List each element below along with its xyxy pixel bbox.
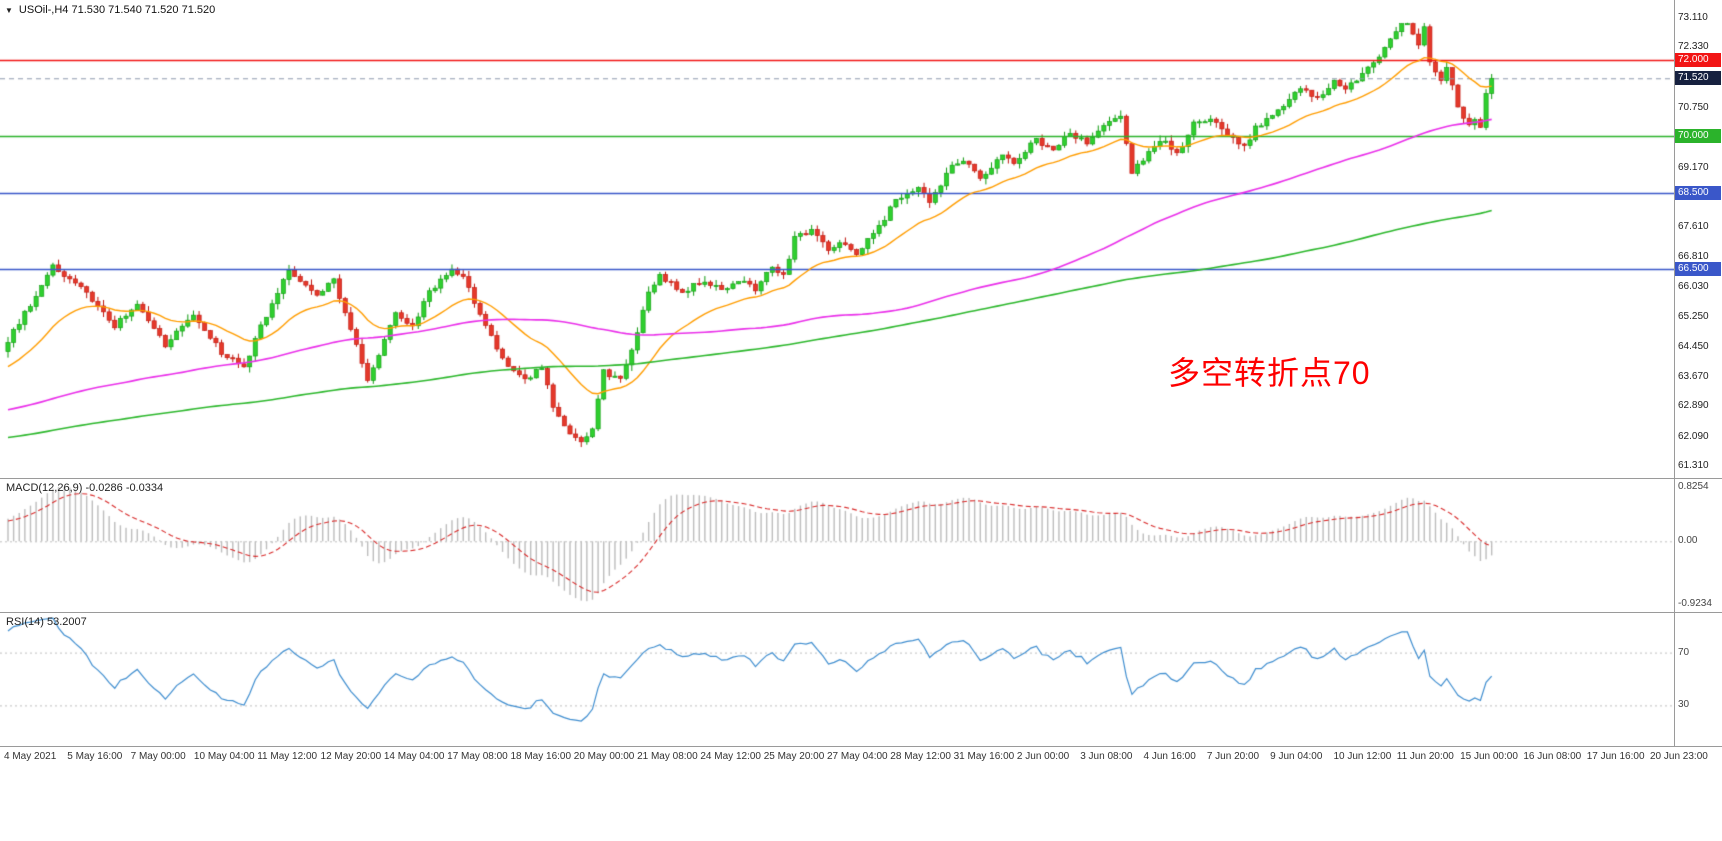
macd-indicator-label: MACD(12,26,9) -0.0286 -0.0334	[6, 482, 164, 494]
price-axis-separator	[1674, 0, 1675, 746]
price-tick-label: 63.670	[1678, 370, 1709, 382]
time-tick-label: 9 Jun 04:00	[1270, 751, 1323, 762]
time-tick-label: 15 Jun 00:00	[1460, 751, 1518, 762]
time-tick-label: 17 Jun 16:00	[1586, 751, 1645, 762]
time-tick-label: 16 Jun 08:00	[1523, 751, 1582, 762]
time-tick-label: 4 May 2021	[4, 751, 57, 762]
macd-axis-label: -0.9234	[1678, 598, 1712, 609]
price-tick-label: 62.090	[1678, 430, 1709, 442]
time-tick-label: 25 May 20:00	[763, 751, 825, 762]
time-tick-label: 18 May 16:00	[510, 751, 572, 762]
time-tick-label: 17 May 08:00	[447, 751, 508, 762]
price-level-badge: 68.500	[1674, 186, 1721, 201]
chart-annotation-text: 多空转折点70	[1168, 355, 1371, 391]
time-tick-label: 20 Jun 23:00	[1650, 751, 1708, 762]
time-tick-label: 2 Jun 00:00	[1016, 751, 1070, 762]
time-axis[interactable]: 4 May 2021 5 May 16:00 7 May 00:00 10 May 0…	[0, 746, 1722, 774]
time-tick-label: 10 Jun 12:00	[1333, 751, 1392, 762]
symbol-info-bar: ▼ USOil-,H4 71.530 71.540 71.520 71.520	[5, 4, 215, 16]
rsi-axis-label: 30	[1678, 699, 1690, 711]
time-tick-label: 24 May 12:00	[700, 751, 761, 762]
time-tick-label: 11 Jun 20:00	[1396, 751, 1454, 762]
price-tick-label: 66.030	[1678, 280, 1709, 292]
time-tick-label: 12 May 20:00	[320, 751, 382, 762]
time-tick-label: 21 May 08:00	[637, 751, 698, 762]
price-level-badge: 72.000	[1674, 53, 1721, 68]
macd-axis-label: 0.8254	[1678, 481, 1709, 492]
price-tick-label: 62.890	[1678, 400, 1709, 412]
macd-axis-label: 0.00	[1678, 535, 1698, 547]
price-tick-label: 66.810	[1678, 251, 1709, 263]
rsi-panel-separator[interactable]	[0, 612, 1722, 613]
price-tick-label: 72.330	[1678, 41, 1709, 53]
price-level-badge: 71.520	[1674, 71, 1721, 86]
price-tick-label: 73.110	[1678, 11, 1708, 23]
time-tick-label: 4 Jun 16:00	[1143, 751, 1196, 762]
time-tick-label: 28 May 12:00	[890, 751, 951, 762]
rsi-indicator-label: RSI(14) 53.2007	[6, 616, 87, 628]
time-tick-label: 5 May 16:00	[67, 751, 123, 762]
symbol-ohlc-text: USOil-,H4 71.530 71.540 71.520 71.520	[18, 4, 216, 16]
time-tick-label: 20 May 00:00	[573, 751, 635, 762]
time-tick-label: 31 May 16:00	[953, 751, 1015, 762]
time-tick-label: 11 May 12:00	[257, 751, 318, 762]
price-tick-label: 67.610	[1678, 220, 1709, 232]
time-tick-label: 14 May 04:00	[383, 751, 445, 762]
price-tick-label: 70.750	[1678, 101, 1709, 113]
price-level-badge: 66.500	[1674, 262, 1721, 277]
rsi-axis-label: 70	[1678, 646, 1690, 658]
time-tick-label: 3 Jun 08:00	[1080, 751, 1133, 762]
time-axis-separator	[0, 746, 1722, 747]
time-tick-label: 10 May 04:00	[193, 751, 255, 762]
price-tick-label: 64.450	[1678, 340, 1709, 352]
price-tick-label: 69.170	[1678, 161, 1709, 173]
price-level-badge: 70.000	[1674, 129, 1721, 144]
time-tick-label: 7 Jun 20:00	[1206, 751, 1260, 762]
time-tick-label: 7 May 00:00	[130, 751, 186, 762]
time-tick-label: 27 May 04:00	[827, 751, 888, 762]
price-tick-label: 61.310	[1678, 460, 1709, 472]
chart-expand-icon[interactable]: ▼	[5, 5, 13, 15]
price-axis[interactable]: 73.11072.33070.75069.17068.39067.61066.8…	[1674, 0, 1722, 746]
macd-panel-separator[interactable]	[0, 478, 1722, 479]
price-tick-label: 65.250	[1678, 310, 1709, 322]
